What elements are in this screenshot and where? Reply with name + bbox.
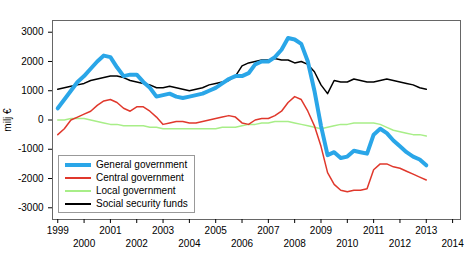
svg-text:2001: 2001	[99, 225, 122, 236]
svg-text:2003: 2003	[152, 225, 175, 236]
svg-text:2007: 2007	[257, 225, 280, 236]
svg-text:2010: 2010	[336, 238, 359, 249]
svg-text:2009: 2009	[310, 225, 333, 236]
svg-text:1000: 1000	[21, 85, 44, 96]
svg-text:0: 0	[38, 114, 44, 125]
svg-text:-1000: -1000	[18, 143, 44, 154]
html-text:Central government: Central government	[96, 172, 184, 183]
svg-text:-3000: -3000	[18, 202, 44, 213]
svg-text:2008: 2008	[284, 238, 307, 249]
svg-text:2006: 2006	[231, 238, 254, 249]
html-text:General government: General government	[96, 159, 188, 170]
svg-text:2011: 2011	[363, 225, 385, 236]
svg-text:2012: 2012	[389, 238, 412, 249]
svg-text:2000: 2000	[21, 56, 44, 67]
svg-text:3000: 3000	[21, 26, 44, 37]
svg-text:2013: 2013	[415, 225, 438, 236]
svg-text:2005: 2005	[205, 225, 228, 236]
svg-text:2002: 2002	[126, 238, 149, 249]
html-text:Local government: Local government	[96, 185, 176, 196]
html-text:Social security funds: Social security funds	[96, 198, 188, 209]
svg-text:2004: 2004	[178, 238, 201, 249]
svg-text:-2000: -2000	[18, 173, 44, 184]
svg-text:2000: 2000	[73, 238, 96, 249]
svg-text:2014: 2014	[441, 238, 464, 249]
svg-text:milj €: milj €	[2, 108, 13, 132]
svg-text:1999: 1999	[47, 225, 70, 236]
